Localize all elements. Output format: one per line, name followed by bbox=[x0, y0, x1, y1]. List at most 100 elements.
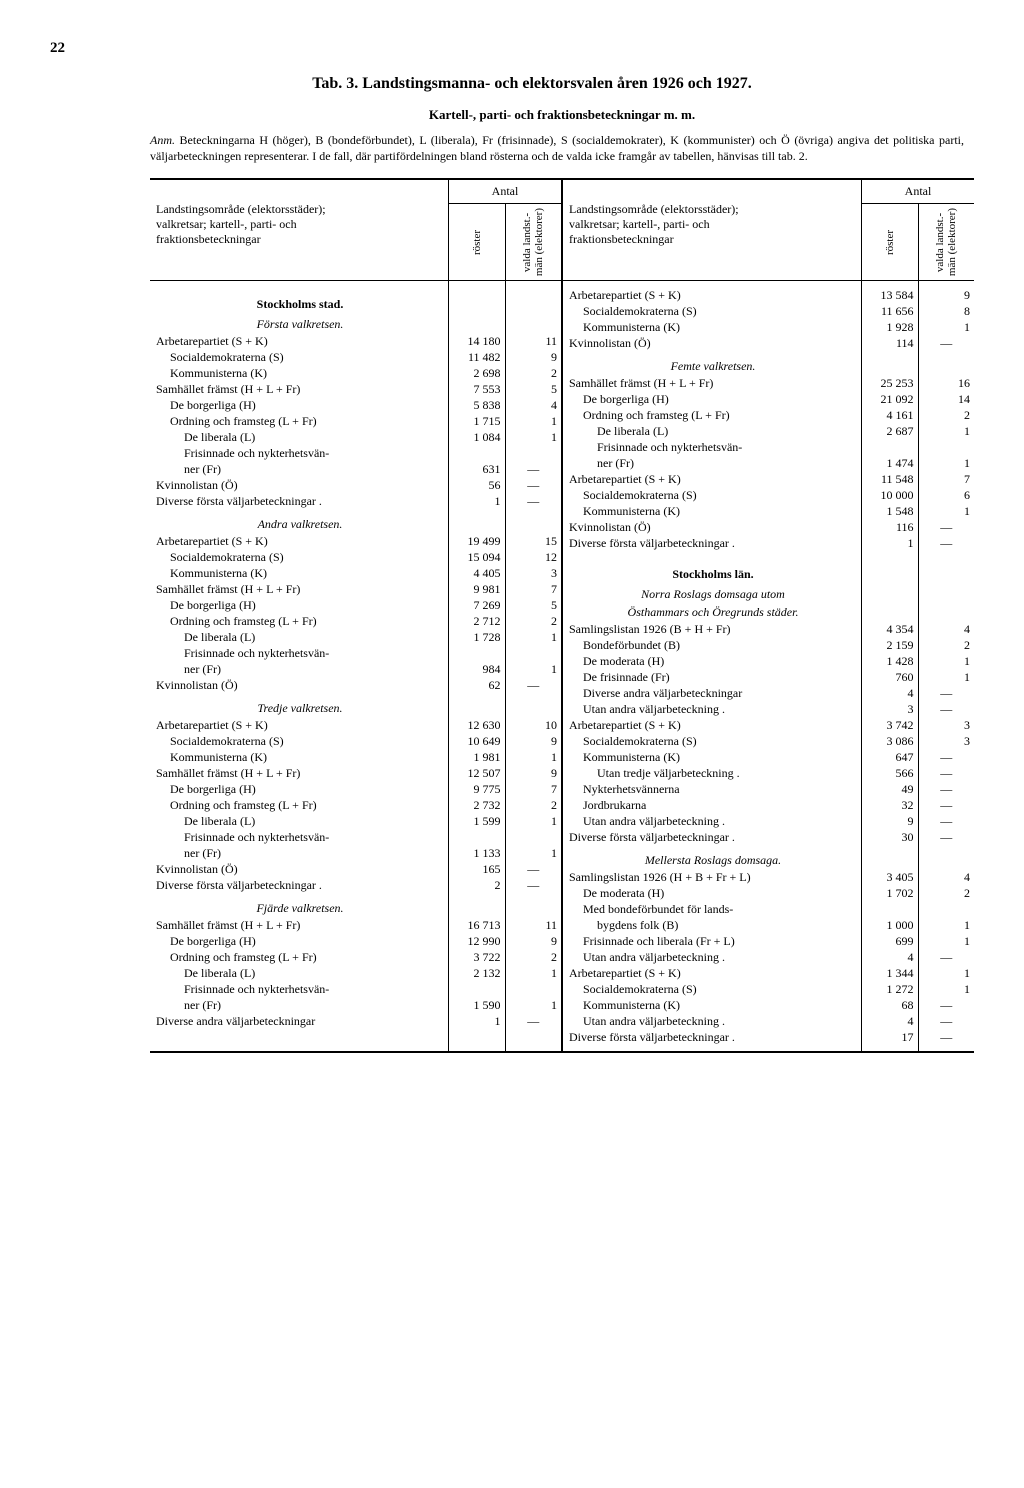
row-roster: 15 094 bbox=[453, 549, 501, 565]
row-valda: 2 bbox=[510, 797, 558, 813]
row-valda: — bbox=[923, 519, 971, 535]
row-label: Kvinnolistan (Ö) bbox=[156, 861, 444, 877]
row-label: Ordning och framsteg (L + Fr) bbox=[156, 797, 444, 813]
row-roster: 3 722 bbox=[453, 949, 501, 965]
row-valda bbox=[923, 439, 971, 455]
row-valda bbox=[510, 645, 558, 661]
header-roster: röster bbox=[884, 230, 896, 255]
row-roster: 2 712 bbox=[453, 613, 501, 629]
row-roster: 12 507 bbox=[453, 765, 501, 781]
column-header: Landstingsområde (elektorsstäder); valkr… bbox=[150, 180, 561, 281]
row-label: Socialdemokraterna (S) bbox=[569, 981, 857, 997]
row-label: ner (Fr) bbox=[156, 845, 444, 861]
row-valda: — bbox=[923, 685, 971, 701]
row-label: De frisinnade (Fr) bbox=[569, 669, 857, 685]
row-valda: — bbox=[923, 813, 971, 829]
row-valda: — bbox=[923, 997, 971, 1013]
row-label: Kvinnolistan (Ö) bbox=[569, 335, 857, 351]
row-roster: 1 548 bbox=[866, 503, 914, 519]
row-label: De borgerliga (H) bbox=[569, 391, 857, 407]
subsection-heading: Norra Roslags domsaga utom bbox=[569, 585, 857, 603]
row-label: De liberala (L) bbox=[156, 965, 444, 981]
row-roster: 4 405 bbox=[453, 565, 501, 581]
row-label: ner (Fr) bbox=[156, 461, 444, 477]
data-table: Landstingsområde (elektorsstäder); valkr… bbox=[150, 178, 974, 1053]
row-roster: 12 630 bbox=[453, 717, 501, 733]
row-valda: 1 bbox=[923, 981, 971, 997]
row-label: Utan andra väljarbeteckning . bbox=[569, 813, 857, 829]
row-roster: 11 482 bbox=[453, 349, 501, 365]
note-text: Beteckningarna H (höger), B (bondeförbun… bbox=[150, 133, 964, 163]
row-valda: 1 bbox=[510, 813, 558, 829]
row-valda: 12 bbox=[510, 549, 558, 565]
section-heading: Stockholms stad. bbox=[156, 293, 444, 315]
row-valda: 1 bbox=[510, 845, 558, 861]
row-label: Frisinnade och nykterhetsvän- bbox=[156, 445, 444, 461]
row-valda: 1 bbox=[923, 423, 971, 439]
row-valda: 1 bbox=[923, 965, 971, 981]
row-label: Socialdemokraterna (S) bbox=[156, 349, 444, 365]
row-label: Diverse första väljarbeteckningar . bbox=[569, 1029, 857, 1045]
row-label: Samhället främst (H + L + Fr) bbox=[569, 375, 857, 391]
row-label: De moderata (H) bbox=[569, 885, 857, 901]
row-valda: 1 bbox=[923, 933, 971, 949]
row-valda: 1 bbox=[510, 629, 558, 645]
row-roster: 647 bbox=[866, 749, 914, 765]
row-label: Samhället främst (H + L + Fr) bbox=[156, 765, 444, 781]
row-valda: 9 bbox=[510, 765, 558, 781]
row-label: Kvinnolistan (Ö) bbox=[156, 677, 444, 693]
subsection-heading: Östhammars och Öregrunds städer. bbox=[569, 603, 857, 621]
row-valda: — bbox=[923, 335, 971, 351]
row-roster: 1 702 bbox=[866, 885, 914, 901]
row-roster: 1 928 bbox=[866, 319, 914, 335]
row-label: Samlingslistan 1926 (H + B + Fr + L) bbox=[569, 869, 857, 885]
row-valda: — bbox=[923, 701, 971, 717]
row-valda: 1 bbox=[510, 429, 558, 445]
row-roster: 116 bbox=[866, 519, 914, 535]
row-label: Ordning och framsteg (L + Fr) bbox=[156, 413, 444, 429]
row-roster: 11 548 bbox=[866, 471, 914, 487]
row-roster: 984 bbox=[453, 661, 501, 677]
row-roster: 12 990 bbox=[453, 933, 501, 949]
row-roster: 1 590 bbox=[453, 997, 501, 1013]
row-valda: 5 bbox=[510, 597, 558, 613]
row-roster: 7 269 bbox=[453, 597, 501, 613]
row-roster: 1 084 bbox=[453, 429, 501, 445]
row-roster: 14 180 bbox=[453, 333, 501, 349]
row-valda: — bbox=[923, 535, 971, 551]
row-roster: 1 133 bbox=[453, 845, 501, 861]
header-valda: valda landst.- män (elektorer) bbox=[521, 208, 545, 276]
row-label: Kommunisterna (K) bbox=[569, 749, 857, 765]
row-roster: 62 bbox=[453, 677, 501, 693]
note-label: Anm. bbox=[150, 133, 175, 147]
row-valda: 9 bbox=[510, 733, 558, 749]
row-valda: 7 bbox=[923, 471, 971, 487]
row-valda: 4 bbox=[923, 869, 971, 885]
row-valda: 1 bbox=[923, 455, 971, 471]
row-roster: 1 981 bbox=[453, 749, 501, 765]
row-valda: — bbox=[510, 877, 558, 893]
row-roster: 25 253 bbox=[866, 375, 914, 391]
row-label: Kommunisterna (K) bbox=[156, 749, 444, 765]
row-label: Kvinnolistan (Ö) bbox=[569, 519, 857, 535]
row-valda: 10 bbox=[510, 717, 558, 733]
row-label: Arbetarepartiet (S + K) bbox=[156, 717, 444, 733]
row-label: Kommunisterna (K) bbox=[156, 565, 444, 581]
row-roster: 10 649 bbox=[453, 733, 501, 749]
row-valda: 1 bbox=[923, 917, 971, 933]
row-label: Kommunisterna (K) bbox=[569, 503, 857, 519]
header-antal: Antal bbox=[862, 180, 974, 204]
subsection-heading: Första valkretsen. bbox=[156, 315, 444, 333]
row-valda: — bbox=[923, 781, 971, 797]
row-roster: 2 bbox=[453, 877, 501, 893]
table-right-column: Landstingsområde (elektorsstäder); valkr… bbox=[561, 180, 974, 1051]
row-roster: 4 161 bbox=[866, 407, 914, 423]
row-valda: 2 bbox=[923, 407, 971, 423]
row-label: Arbetarepartiet (S + K) bbox=[569, 471, 857, 487]
row-label: Arbetarepartiet (S + K) bbox=[156, 333, 444, 349]
header-roster: röster bbox=[471, 230, 483, 255]
row-roster: 114 bbox=[866, 335, 914, 351]
row-valda: 11 bbox=[510, 333, 558, 349]
row-valda: 1 bbox=[510, 997, 558, 1013]
row-label: Med bondeförbundet för lands- bbox=[569, 901, 857, 917]
